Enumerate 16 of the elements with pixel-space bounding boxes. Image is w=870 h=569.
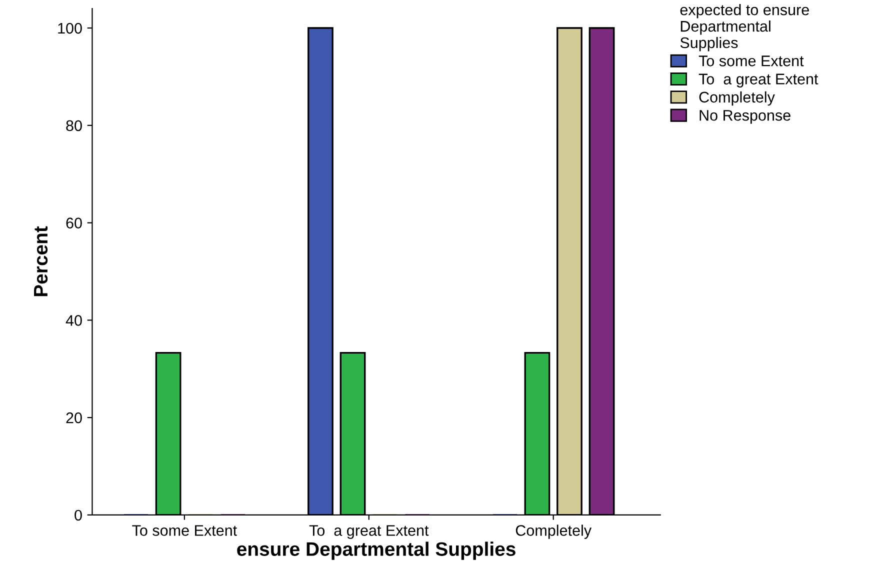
legend-label: To some Extent: [698, 56, 804, 66]
y-axis-title: Percent: [34, 226, 48, 296]
y-tick-label: 40: [66, 315, 82, 326]
x-tick-label: To a great Extent: [309, 525, 429, 539]
y-tick-label: 80: [66, 120, 82, 132]
y-tick-label: 0: [74, 510, 82, 521]
legend-label: No Response: [700, 110, 790, 124]
legend-title: expected to ensure Departmental Supplies: [680, 4, 809, 52]
x-tick-label: To some Extent: [132, 525, 237, 536]
x-axis-title: ensure Departmental Supplies: [237, 542, 516, 560]
legend-label: Completely: [699, 91, 775, 106]
legend-label: To a great Extent: [698, 74, 818, 88]
y-tick-label: 60: [66, 218, 82, 228]
y-tick-label: 20: [66, 412, 82, 424]
x-tick-label: Completely: [516, 524, 592, 539]
y-tick-label: 100: [58, 22, 82, 34]
